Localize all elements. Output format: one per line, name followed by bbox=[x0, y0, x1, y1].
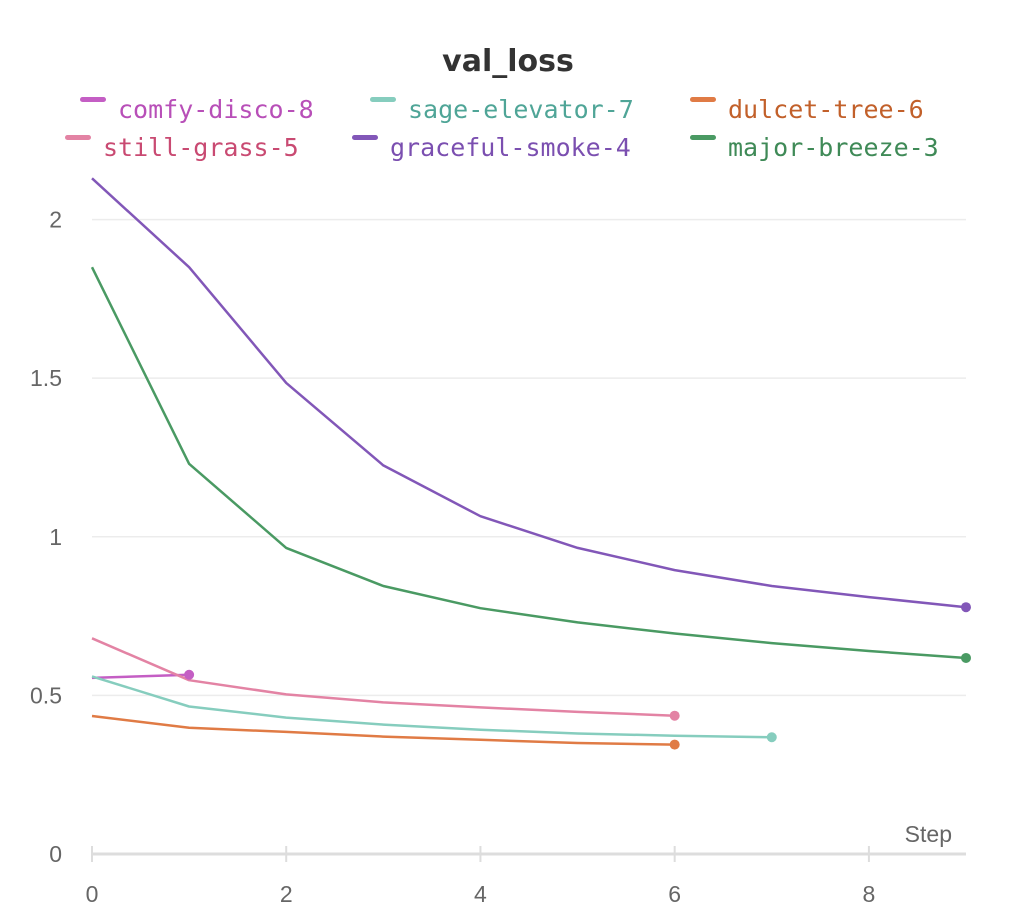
x-tick-label: 2 bbox=[280, 881, 293, 907]
series-line-sage-elevator-7 bbox=[91, 675, 772, 739]
series-line-dulcet-tree-6 bbox=[91, 714, 675, 746]
x-tick-label: 8 bbox=[862, 881, 875, 907]
legend-label: still-grass-5 bbox=[103, 133, 299, 162]
axes: 0 0.5 1 1.5 2 0 2 4 6 8 bbox=[30, 207, 966, 907]
y-tick-label: 0.5 bbox=[30, 682, 62, 708]
series-endpoint-comfy-disco-8 bbox=[184, 669, 195, 680]
legend-swatch bbox=[352, 135, 378, 140]
series-line-still-grass-5 bbox=[91, 637, 675, 717]
series-endpoint-graceful-smoke-4 bbox=[961, 602, 971, 613]
series-endpoints bbox=[184, 602, 971, 750]
legend-label: graceful-smoke-4 bbox=[390, 133, 631, 162]
legend-label: dulcet-tree-6 bbox=[728, 95, 924, 124]
legend-item-major-breeze-3[interactable]: major-breeze-3 bbox=[690, 130, 939, 166]
x-axis-label: Step bbox=[905, 821, 952, 847]
y-tick-label: 1 bbox=[49, 524, 62, 550]
legend-item-graceful-smoke-4[interactable]: graceful-smoke-4 bbox=[352, 130, 631, 166]
y-tick-label: 0 bbox=[49, 841, 62, 867]
series-endpoint-major-breeze-3 bbox=[961, 652, 971, 663]
x-tick-label: 0 bbox=[86, 881, 99, 907]
legend-label: comfy-disco-8 bbox=[118, 95, 314, 124]
legend-item-sage-elevator-7[interactable]: sage-elevator-7 bbox=[370, 92, 634, 128]
grid bbox=[92, 218, 966, 697]
y-tick-label: 2 bbox=[49, 207, 62, 233]
legend-swatch bbox=[690, 97, 716, 102]
series-endpoint-still-grass-5 bbox=[669, 710, 680, 721]
series-lines bbox=[90, 177, 967, 746]
legend-swatch bbox=[690, 135, 716, 140]
series-line-comfy-disco-8 bbox=[91, 673, 190, 680]
legend-item-comfy-disco-8[interactable]: comfy-disco-8 bbox=[80, 92, 314, 128]
legend-label: sage-elevator-7 bbox=[408, 95, 634, 124]
series-line-major-breeze-3 bbox=[90, 266, 967, 660]
x-tick-label: 4 bbox=[474, 881, 487, 907]
legend-label: major-breeze-3 bbox=[728, 133, 939, 162]
series-endpoint-sage-elevator-7 bbox=[766, 732, 777, 743]
y-tick-label: 1.5 bbox=[30, 365, 62, 391]
series-endpoint-dulcet-tree-6 bbox=[669, 739, 680, 750]
chart-title: val_loss bbox=[442, 44, 574, 79]
legend-swatch bbox=[65, 135, 91, 140]
legend-item-still-grass-5[interactable]: still-grass-5 bbox=[65, 130, 299, 166]
x-tick-label: 6 bbox=[668, 881, 681, 907]
series-line-graceful-smoke-4 bbox=[91, 177, 967, 609]
legend-swatch bbox=[80, 97, 106, 102]
legend-swatch bbox=[370, 97, 396, 102]
legend-item-dulcet-tree-6[interactable]: dulcet-tree-6 bbox=[690, 92, 924, 128]
